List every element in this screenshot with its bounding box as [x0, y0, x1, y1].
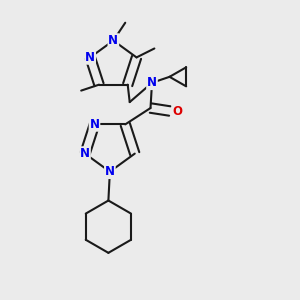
Text: N: N — [85, 51, 95, 64]
Text: N: N — [105, 165, 115, 178]
Text: N: N — [147, 76, 157, 89]
Text: O: O — [172, 104, 182, 118]
Text: N: N — [89, 118, 100, 131]
Text: N: N — [108, 34, 118, 47]
Text: N: N — [80, 147, 90, 160]
